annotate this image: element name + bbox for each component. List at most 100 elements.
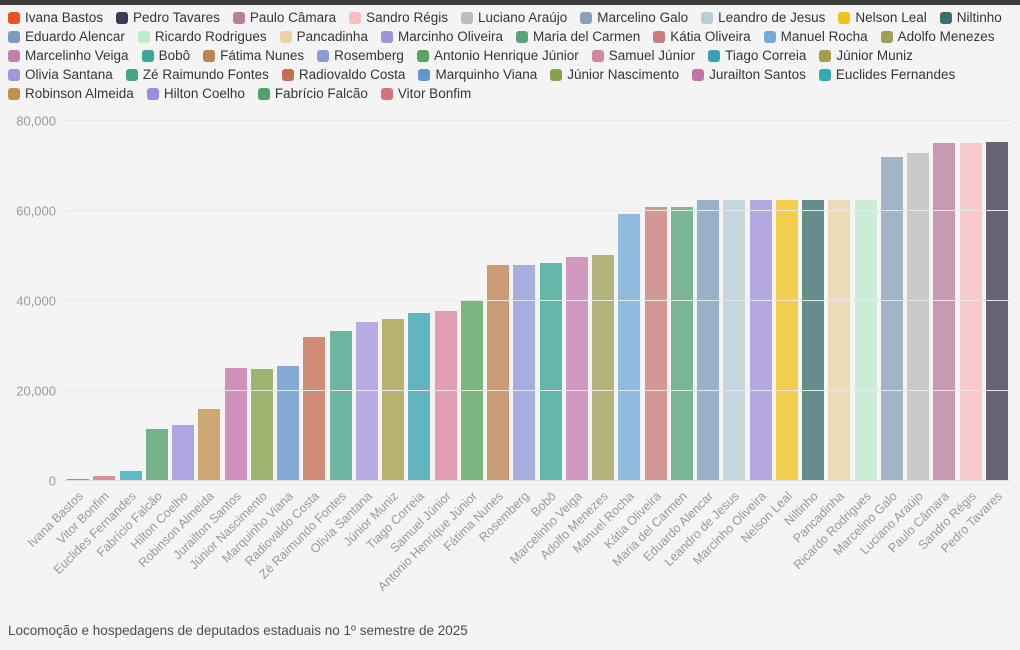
legend-item[interactable]: Júnior Muniz [819,47,913,64]
bar[interactable] [382,319,405,481]
bar[interactable] [933,143,956,481]
bar[interactable] [592,255,615,481]
legend-item[interactable]: Ivana Bastos [8,9,103,26]
legend-label: Euclides Fernandes [835,67,956,82]
legend-item[interactable]: Nelson Leal [838,9,927,26]
legend-item[interactable]: Paulo Câmara [232,9,336,26]
bar[interactable] [907,153,930,481]
legend-item[interactable]: Samuel Júnior [591,47,695,64]
bar[interactable] [487,264,510,481]
legend-item[interactable]: Ricardo Rodrigues [137,28,267,45]
legend-swatch-icon [146,87,159,100]
bar[interactable] [723,199,746,481]
legend-item[interactable]: Zé Raimundo Fontes [125,66,269,83]
legend-swatch-icon [939,11,952,24]
bar[interactable] [802,199,825,481]
legend-label: Olivia Santana [25,67,113,82]
bar[interactable] [959,143,982,481]
bar[interactable] [277,366,300,481]
legend-label: Bobô [158,48,191,63]
bar-slot [433,108,459,481]
legend-item[interactable]: Marcelinho Veiga [8,47,129,64]
legend-swatch-icon [279,30,292,43]
bar[interactable] [250,368,273,481]
bar[interactable] [145,429,168,481]
legend-swatch-icon [125,68,138,81]
bar[interactable] [329,330,352,481]
bar[interactable] [355,322,378,481]
bar[interactable] [618,213,641,481]
bar[interactable] [539,262,562,481]
legend-label: Marquinho Viana [435,67,538,82]
legend-label: Zé Raimundo Fontes [142,67,269,82]
legend-label: Tiago Correia [725,48,807,63]
legend-item[interactable]: Radiovaldo Costa [281,66,405,83]
legend-swatch-icon [281,68,294,81]
bar[interactable] [854,199,877,481]
legend-item[interactable]: Jurailton Santos [692,66,806,83]
bar[interactable] [513,265,536,481]
legend-label: Robinson Almeida [25,86,134,101]
legend-item[interactable]: Eduardo Alencar [8,28,125,45]
legend-label: Fabrício Falcão [274,86,368,101]
legend-item[interactable]: Bobô [141,47,191,64]
bar-slot [643,108,669,481]
plot-area: 0 20,000 40,000 60,000 80,000 [16,108,1010,489]
bar[interactable] [408,312,431,481]
bar[interactable] [644,207,667,481]
bar[interactable] [198,409,221,481]
bar[interactable] [172,425,195,481]
legend-item[interactable]: Manuel Rocha [763,28,868,45]
legend-item[interactable]: Maria del Carmen [516,28,640,45]
legend-label: Luciano Araújo [477,10,568,25]
legend-label: Manuel Rocha [780,29,868,44]
bar-slot [249,108,275,481]
legend-swatch-icon [257,87,270,100]
legend-item[interactable]: Rosemberg [317,47,404,64]
legend: Ivana Bastos Pedro Tavares Paulo Câmara San… [8,9,1012,102]
legend-item[interactable]: Kátia Oliveira [653,28,751,45]
legend-item[interactable]: Olivia Santana [8,66,113,83]
bar[interactable] [880,157,903,481]
bar[interactable] [303,337,326,481]
legend-item[interactable]: Fátima Nunes [203,47,304,64]
legend-item[interactable]: Júnior Nascimento [550,66,679,83]
bar[interactable] [670,206,693,481]
legend-item[interactable]: Luciano Araújo [460,9,568,26]
legend-swatch-icon [460,11,473,24]
legend-item[interactable]: Pedro Tavares [116,9,220,26]
bar[interactable] [93,476,116,481]
top-accent-bar [0,0,1020,5]
bar[interactable] [434,311,457,481]
legend-item[interactable]: Adolfo Menezes [880,28,994,45]
bar[interactable] [985,141,1008,481]
legend-item[interactable]: Hilton Coelho [146,85,245,102]
gridline [65,300,1010,302]
legend-item[interactable]: Marcinho Oliveira [380,28,503,45]
legend-item[interactable]: Sandro Régis [349,9,448,26]
y-axis-tick-label: 80,000 [16,113,56,129]
legend-item[interactable]: Fabrício Falcão [257,85,368,102]
bar[interactable] [828,199,851,481]
legend-item[interactable]: Marquinho Viana [418,66,537,83]
legend-item[interactable]: Pancadinha [279,28,368,45]
legend-swatch-icon [580,11,593,24]
legend-item[interactable]: Robinson Almeida [8,85,134,102]
bar[interactable] [775,199,798,481]
legend-item[interactable]: Marcelino Galo [580,9,688,26]
legend-item[interactable]: Vitor Bonfim [380,85,471,102]
legend-item[interactable]: Tiago Correia [708,47,806,64]
legend-swatch-icon [8,68,20,81]
legend-item[interactable]: Antonio Henrique Júnior [416,47,579,64]
bar[interactable] [565,256,588,481]
legend-item[interactable]: Euclides Fernandes [818,66,956,83]
legend-item[interactable]: Niltinho [939,9,1002,26]
gridline [65,480,1010,481]
bar[interactable] [697,199,720,481]
legend-item[interactable]: Leandro de Jesus [701,9,825,26]
bar-slot [328,108,354,481]
bar[interactable] [749,199,772,481]
bar[interactable] [119,470,142,481]
bar[interactable] [224,368,247,481]
bar[interactable] [460,301,483,481]
